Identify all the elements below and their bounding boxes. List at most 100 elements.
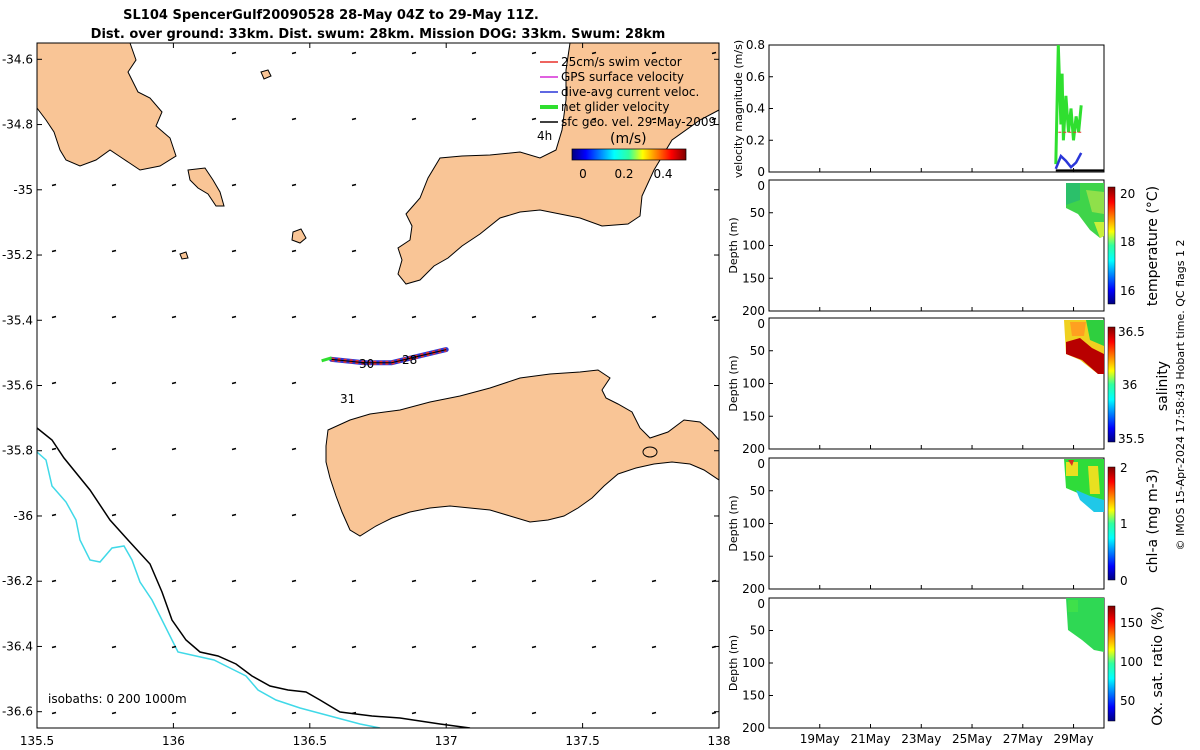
depth-ytick-label: 150 xyxy=(742,549,765,563)
geo-vector xyxy=(531,315,537,319)
temperature-axes xyxy=(768,179,1105,312)
geo-vector xyxy=(111,711,117,715)
geo-vector xyxy=(531,711,537,715)
geo-vector xyxy=(231,117,237,121)
geo-vector xyxy=(111,249,117,253)
time-tick-label: 29May xyxy=(1054,732,1094,746)
geo-vector xyxy=(51,645,57,649)
geo-vector xyxy=(411,711,417,715)
depth-axes-ticks: 0 50 100 150 200 Depth (m) 0 50 100 150 200 Depth (… xyxy=(727,179,773,735)
chla-cbar-tick: 1 xyxy=(1120,517,1128,531)
salinity-section xyxy=(1070,322,1086,336)
land-islet xyxy=(642,446,658,458)
geo-vector xyxy=(291,711,297,715)
geo-vector xyxy=(51,711,57,715)
speed-colorbar-tick: 0 xyxy=(579,167,587,181)
salinity-axes xyxy=(768,317,1105,450)
geo-vector xyxy=(651,315,657,319)
geo-vector xyxy=(111,315,117,319)
geo-vector xyxy=(711,315,717,319)
vel-ytick-label: 0.4 xyxy=(746,102,765,116)
map-ytick-label: -36.2 xyxy=(2,574,33,588)
geo-vector xyxy=(471,117,477,121)
speed-colorbar xyxy=(571,148,687,161)
geo-vector xyxy=(411,117,417,121)
geo-vector xyxy=(651,711,657,715)
isobath-200m xyxy=(37,451,381,728)
geo-vector xyxy=(291,513,297,517)
legend-note-4h: 4h xyxy=(537,129,552,143)
salinity-colorbar-label: salinity xyxy=(1155,361,1171,411)
figure-title-line2: Dist. over ground: 33km. Dist. swum: 28k… xyxy=(91,27,666,42)
geo-vector xyxy=(651,645,657,649)
map-ytick-label: -34.8 xyxy=(2,118,33,132)
speed-colorbar-tick: 0.4 xyxy=(653,167,672,181)
depth-ytick-label: 100 xyxy=(742,517,765,531)
geo-vector xyxy=(351,645,357,649)
time-tick-label: 25May xyxy=(952,732,992,746)
map-ytick-label: -35 xyxy=(13,183,33,197)
geo-vector xyxy=(651,51,657,55)
legend-net-velocity: net glider velocity xyxy=(561,100,669,114)
depth-ytick-label: 200 xyxy=(742,442,765,456)
geo-vector xyxy=(531,579,537,583)
legend-swim-vector: 25cm/s swim vector xyxy=(561,55,682,69)
depth-ytick-label: 150 xyxy=(742,409,765,423)
geo-vector xyxy=(531,117,537,121)
isobaths-note: isobaths: 0 200 1000m xyxy=(48,692,187,706)
land-islet xyxy=(187,167,225,207)
chla-section xyxy=(1068,460,1074,466)
vel-ytick-label: 0.6 xyxy=(746,70,765,84)
geo-vector xyxy=(51,579,57,583)
geo-vector xyxy=(291,51,297,55)
depth-ytick-label: 0 xyxy=(757,317,765,331)
temperature-cbar-tick: 16 xyxy=(1120,284,1135,298)
geo-vector xyxy=(231,579,237,583)
velocity-panel: 0 0.2 0.4 0.6 0.8 velocity magnitude (m/s) xyxy=(732,38,1105,179)
geo-vector xyxy=(111,381,117,385)
depth-ytick-label: 50 xyxy=(750,484,765,498)
credit-text: © IMOS 15-Apr-2024 17:58:43 Hobart time.… xyxy=(1174,240,1187,551)
salinity-panel: salinity 35.5 36 36.5 xyxy=(768,317,1171,450)
geo-vector xyxy=(171,249,177,253)
geo-vector xyxy=(171,315,177,319)
map-ytick-label: -36 xyxy=(13,509,33,523)
geo-vector xyxy=(231,381,237,385)
chla-axes xyxy=(768,457,1105,590)
depth-ylabel: Depth (m) xyxy=(727,495,740,551)
geo-vector xyxy=(531,51,537,55)
geo-vector xyxy=(51,447,57,451)
velocity-series xyxy=(1054,44,1104,172)
geo-vector xyxy=(171,183,177,187)
geo-vector xyxy=(351,117,357,121)
geo-vector xyxy=(291,447,297,451)
time-axis-ticks: 19May 21May 23May 25May 27May 29May xyxy=(800,168,1094,746)
geo-vector xyxy=(291,249,297,253)
chla-section xyxy=(1088,466,1100,494)
depth-ytick-label: 100 xyxy=(742,377,765,391)
geo-vector xyxy=(351,579,357,583)
geo-vector xyxy=(231,645,237,649)
geo-vector xyxy=(231,711,237,715)
time-tick-label: 27May xyxy=(1003,732,1043,746)
land-kangaroo-island xyxy=(325,369,719,537)
geo-vector xyxy=(111,579,117,583)
map-legend: 25cm/s swim vector GPS surface velocity … xyxy=(537,55,716,181)
geo-vector xyxy=(411,51,417,55)
depth-ytick-label: 150 xyxy=(742,689,765,703)
map-axis-ticks: 135.5 136 136.5 137 137.5 138 -34.6 -34.8 -35 -35… xyxy=(2,43,730,748)
time-tick-label: 19May xyxy=(800,732,840,746)
temperature-panel: temperature (°C) 16 18 20 xyxy=(768,179,1161,312)
depth-ytick-label: 0 xyxy=(757,457,765,471)
geo-vector xyxy=(111,645,117,649)
geo-vector xyxy=(711,51,717,55)
geo-vector xyxy=(171,447,177,451)
salinity-section xyxy=(1086,320,1104,346)
geo-vector xyxy=(291,315,297,319)
depth-ylabel: Depth (m) xyxy=(727,355,740,411)
geo-vector xyxy=(171,645,177,649)
salinity-cbar-tick: 36 xyxy=(1122,378,1137,392)
geo-vector xyxy=(351,315,357,319)
oxygen-panel: Ox. sat. ratio (%) 50 100 150 xyxy=(768,597,1166,729)
glider-track xyxy=(321,347,449,366)
